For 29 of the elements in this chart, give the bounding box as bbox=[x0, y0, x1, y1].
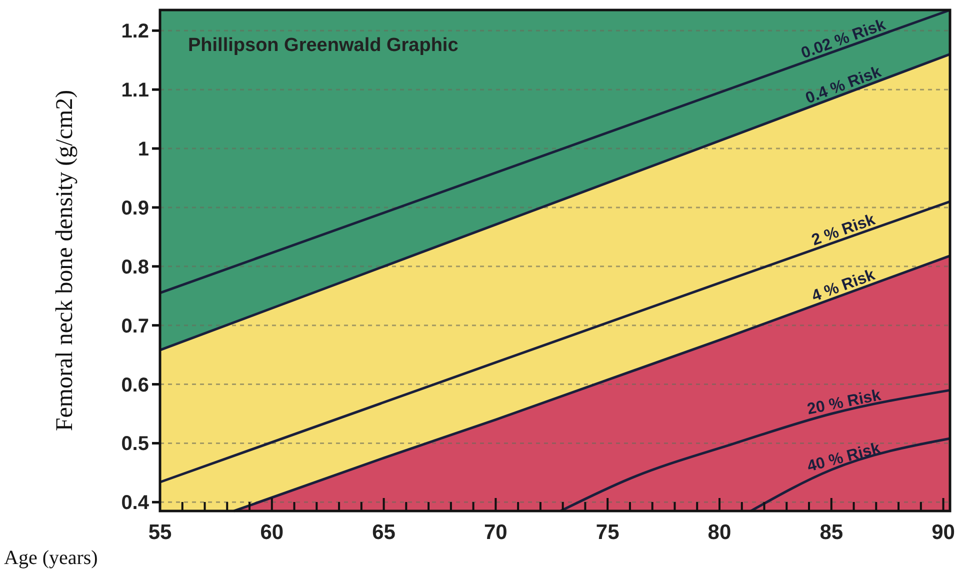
x-tick-label: 60 bbox=[260, 521, 284, 544]
y-tick-label: 0.9 bbox=[121, 197, 149, 220]
y-axis-title: Femoral neck bone density (g/cm2) bbox=[52, 90, 78, 432]
y-tick-label: 0.7 bbox=[121, 315, 149, 338]
y-tick-label: 0.6 bbox=[121, 374, 149, 396]
x-tick-label: 65 bbox=[372, 521, 396, 544]
y-tick-label: 1.1 bbox=[121, 80, 149, 102]
y-tick-label: 1 bbox=[138, 138, 149, 161]
x-tick-label: 85 bbox=[820, 521, 844, 544]
x-tick-label: 75 bbox=[596, 521, 620, 544]
text: 4 % Risk bbox=[810, 266, 878, 306]
y-tick-label: 0.5 bbox=[121, 433, 149, 456]
y-tick-label: 1.2 bbox=[121, 20, 149, 43]
text: 2 % Risk bbox=[810, 211, 878, 250]
line-series bbox=[158, 200, 952, 484]
x-axis-title: Age (years) bbox=[4, 547, 98, 569]
x-tick-label: 70 bbox=[484, 521, 508, 544]
text: 20 % Risk bbox=[806, 386, 883, 418]
line-series bbox=[559, 388, 952, 512]
y-tick-label: 0.4 bbox=[121, 492, 150, 514]
text: Phillipson Greenwald Graphic bbox=[188, 35, 459, 56]
x-tick-label: 80 bbox=[708, 521, 732, 544]
x-tick-label: 55 bbox=[148, 521, 172, 544]
y-tick-label: 0.8 bbox=[121, 256, 149, 278]
x-tick-label: 90 bbox=[932, 521, 955, 544]
text: 0.4 % Risk bbox=[803, 64, 884, 108]
line-series bbox=[232, 254, 952, 512]
text: 0.02 % Risk bbox=[799, 16, 888, 62]
text: 40 % Risk bbox=[806, 440, 882, 476]
